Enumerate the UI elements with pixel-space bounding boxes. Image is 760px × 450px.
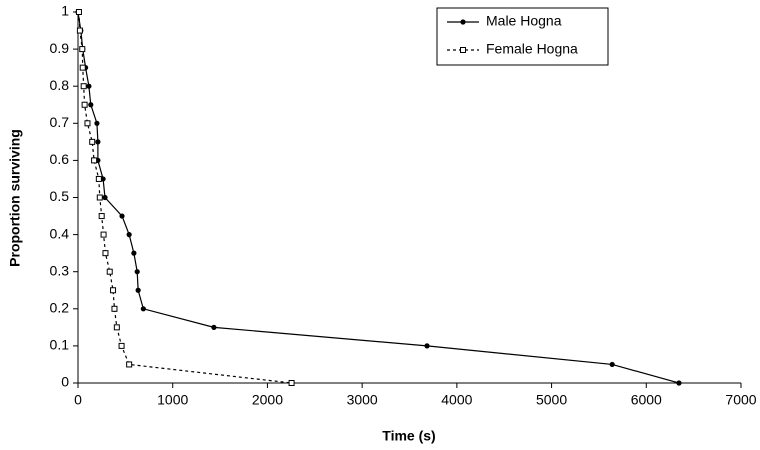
x-axis-title: Time (s) [382, 428, 435, 444]
point [95, 175, 102, 182]
point [126, 232, 132, 238]
y-tick-label: 0.1 [50, 337, 70, 353]
y-tick-label: 0 [61, 374, 69, 390]
point [211, 324, 217, 330]
point [135, 287, 141, 293]
x-tick-label: 7000 [725, 392, 756, 408]
x-tick-label: 5000 [536, 392, 567, 408]
point [676, 380, 682, 386]
point [134, 269, 140, 275]
point [106, 268, 113, 275]
point [80, 83, 87, 90]
y-tick-label: 0.5 [50, 188, 70, 204]
point [79, 46, 86, 53]
point [424, 343, 430, 349]
point [609, 361, 615, 368]
legend-marker [460, 19, 466, 25]
point [98, 213, 105, 220]
point [131, 250, 137, 256]
point [111, 305, 118, 312]
x-tick-label: 1000 [157, 392, 188, 408]
point [119, 213, 125, 219]
y-tick-label: 0.9 [50, 40, 70, 56]
point [96, 194, 103, 201]
y-tick-label: 0.3 [50, 262, 70, 278]
point [89, 138, 96, 145]
point [140, 306, 146, 312]
y-tick-label: 0.2 [50, 300, 70, 316]
x-tick-label: 3000 [347, 392, 378, 408]
x-tick-label: 6000 [631, 392, 662, 408]
point [95, 139, 101, 145]
legend-marker [460, 47, 466, 53]
point [102, 250, 109, 257]
y-tick-label: 0.4 [50, 225, 70, 241]
series-line [78, 11, 292, 384]
point [288, 380, 295, 386]
point [79, 64, 86, 71]
legend: Male Hogna Female Hogna [436, 7, 609, 66]
y-tick-label: 1 [61, 3, 69, 19]
x-tick-label: 4000 [441, 392, 472, 408]
y-tick-label: 0.6 [50, 151, 70, 167]
y-tick-label: 0.7 [50, 114, 70, 130]
point [76, 27, 83, 34]
point [86, 83, 92, 89]
x-tick-label: 2000 [252, 392, 283, 408]
series-line [77, 11, 680, 384]
point [84, 120, 91, 127]
point [118, 342, 125, 349]
point [110, 287, 117, 294]
legend-label: Male Hogna [486, 13, 562, 29]
y-axis-title: Proportion surviving [7, 129, 23, 267]
point [100, 231, 107, 238]
legend-box [436, 7, 609, 66]
point [81, 101, 88, 108]
point [75, 9, 82, 15]
point [94, 120, 100, 126]
point [102, 194, 108, 201]
point [126, 361, 133, 368]
point [91, 157, 98, 164]
x-tick-label: 0 [74, 392, 82, 408]
point [88, 102, 94, 108]
y-tick-label: 0.8 [50, 77, 70, 93]
legend-label: Female Hogna [486, 41, 578, 57]
point [113, 324, 120, 331]
